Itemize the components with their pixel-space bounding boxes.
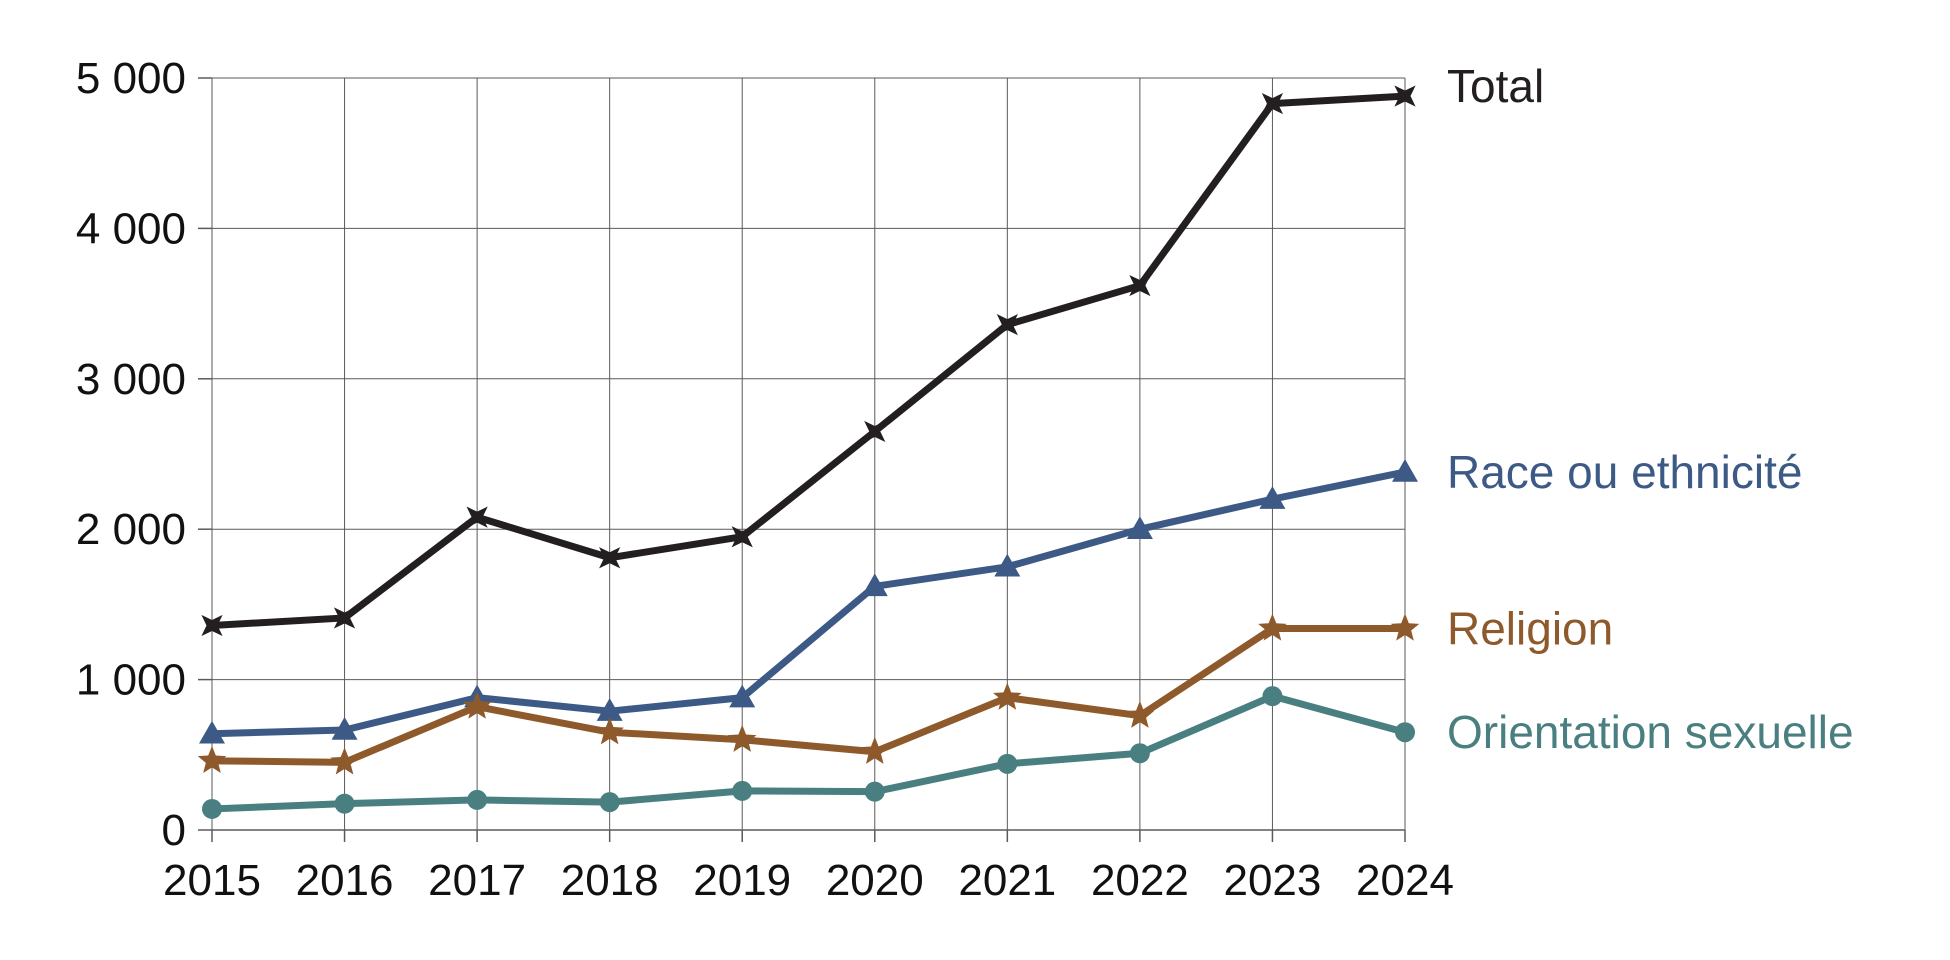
x-tick-label: 2021	[958, 856, 1056, 905]
series-label: Religion	[1447, 602, 1613, 654]
y-tick-label: 4 000	[76, 204, 186, 253]
data-point	[864, 781, 885, 802]
x-tick-label: 2020	[826, 856, 924, 905]
y-tick-label: 3 000	[76, 355, 186, 404]
data-point	[1258, 613, 1287, 641]
data-point	[729, 684, 756, 708]
data-point	[1126, 516, 1153, 539]
y-tick-label: 1 000	[76, 656, 186, 705]
data-point	[861, 573, 888, 597]
y-tick-label: 2 000	[76, 505, 186, 554]
data-point	[1394, 85, 1416, 107]
data-point	[993, 682, 1022, 710]
data-point	[462, 691, 492, 719]
series-line	[208, 692, 1409, 813]
data-point	[1261, 92, 1284, 115]
data-point	[197, 745, 227, 773]
data-point	[727, 724, 757, 752]
data-point	[466, 506, 488, 528]
series-2	[197, 613, 1420, 775]
data-point	[330, 747, 359, 775]
data-point	[599, 547, 621, 569]
series-label: Race ou ethnicité	[1447, 446, 1802, 498]
data-point	[334, 793, 355, 814]
x-tick-label: 2024	[1356, 856, 1454, 905]
x-tick-label: 2022	[1091, 856, 1189, 905]
series-line	[208, 92, 1409, 629]
data-point	[732, 780, 753, 801]
data-point	[201, 614, 223, 637]
data-point	[595, 717, 624, 745]
data-point	[333, 607, 356, 629]
series-labels: Total Race ou ethnicité Religion Orientatio…	[1447, 60, 1854, 758]
x-tick-label: 2015	[163, 856, 261, 905]
data-point	[467, 789, 488, 810]
series-1	[199, 459, 1418, 744]
series-label: Total	[1447, 60, 1544, 112]
data-point	[1390, 613, 1420, 641]
data-point	[1392, 459, 1418, 482]
series-line	[208, 624, 1409, 766]
y-tick-label: 0	[162, 806, 186, 855]
series-3	[202, 686, 1415, 819]
x-tick-label: 2016	[296, 856, 394, 905]
series-0	[201, 85, 1416, 637]
data-point	[599, 792, 620, 813]
data-point	[864, 420, 886, 443]
series-line	[208, 468, 1409, 738]
data-point	[860, 736, 890, 764]
data-point	[199, 720, 225, 744]
x-tick-label: 2023	[1223, 856, 1321, 905]
data-point	[202, 798, 222, 819]
axes: 0 1 000 2 000 3 000 4 000 5 000 2015 2016 2017 20…	[76, 54, 1454, 905]
data-point	[1129, 743, 1150, 764]
y-tick-label: 5 000	[76, 54, 186, 103]
data-point	[331, 716, 358, 740]
series-group	[197, 85, 1420, 819]
series-label: Orientation sexuelle	[1447, 706, 1854, 758]
data-point	[997, 753, 1018, 774]
data-point	[1262, 686, 1283, 707]
data-point	[731, 526, 753, 548]
x-tick-label: 2019	[693, 856, 791, 905]
x-tick-label: 2017	[428, 856, 526, 905]
data-point	[996, 314, 1018, 336]
data-point	[596, 698, 623, 721]
data-point	[1125, 700, 1155, 728]
x-tick-label: 2018	[561, 856, 659, 905]
data-point	[994, 553, 1021, 577]
data-point	[1259, 486, 1286, 509]
data-point	[1129, 274, 1151, 297]
data-point	[1395, 722, 1415, 743]
